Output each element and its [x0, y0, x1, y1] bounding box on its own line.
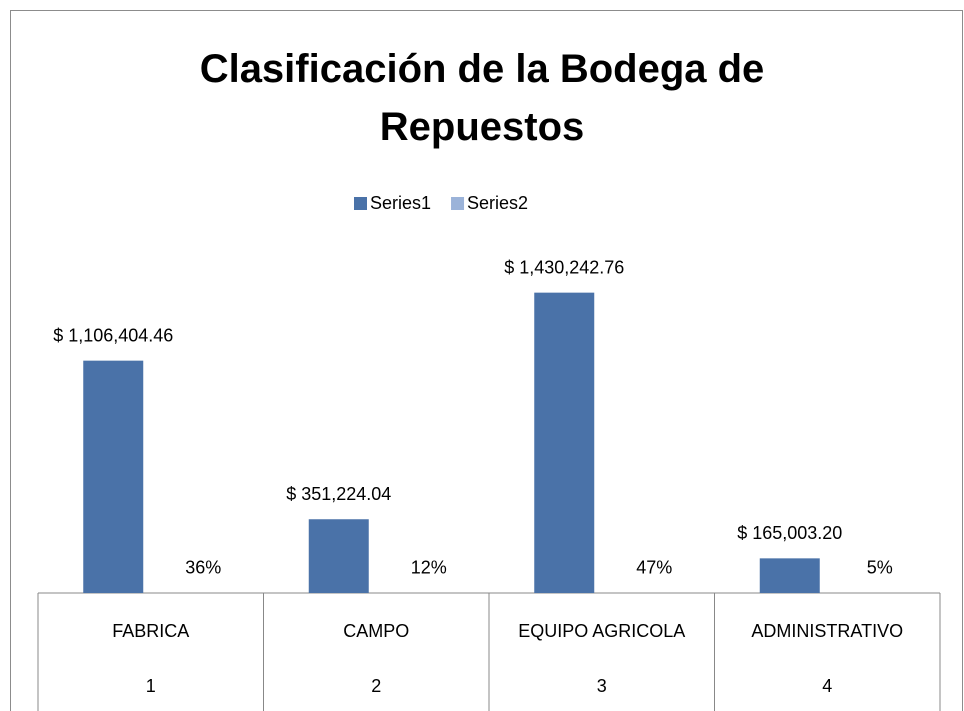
chart-border	[10, 10, 963, 711]
bar	[534, 292, 595, 593]
data-label: $ 165,003.20	[737, 523, 842, 543]
legend-swatch	[354, 197, 367, 210]
legend-label: Series2	[467, 193, 528, 213]
x-tick-label: FABRICA	[112, 621, 189, 641]
chart-title: Clasificación de la Bodega de Repuestos	[199, 47, 765, 149]
x-tick-number: 3	[597, 676, 607, 696]
data-label: $ 1,430,242.76	[504, 257, 624, 277]
data-label: $ 351,224.04	[286, 484, 391, 504]
bar	[308, 519, 369, 593]
legend-label: Series1	[370, 193, 431, 213]
x-tick-label: CAMPO	[343, 621, 409, 641]
legend-swatch	[451, 197, 465, 210]
x-tick-number: 2	[371, 676, 381, 696]
bar	[759, 558, 820, 593]
data-label: $ 1,106,404.46	[53, 325, 173, 345]
data-label: 47%	[636, 558, 672, 578]
data-label: 36%	[185, 558, 221, 578]
data-label: 5%	[867, 558, 893, 578]
x-tick-label: EQUIPO AGRICOLA	[518, 621, 685, 641]
x-tick-label: ADMINISTRATIVO	[751, 621, 903, 641]
x-tick-number: 4	[822, 676, 832, 696]
x-tick-number: 1	[146, 676, 156, 696]
data-label: 12%	[411, 558, 447, 578]
bar	[83, 360, 144, 593]
